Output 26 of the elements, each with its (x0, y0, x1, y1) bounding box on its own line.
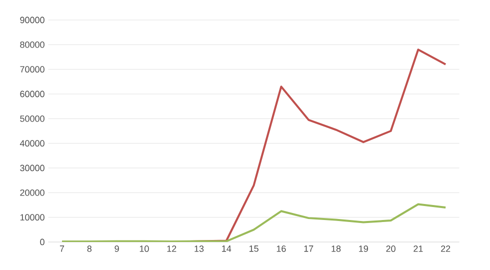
y-tick-label: 40000 (20, 140, 44, 147)
x-tick-label: 12 (167, 246, 176, 252)
x-tick-label: 16 (276, 246, 286, 252)
y-tick-label: 60000 (20, 90, 44, 98)
x-tick-label: 10 (140, 246, 149, 252)
y-tick-label: 0 (40, 238, 44, 246)
x-tick-label: 13 (194, 246, 204, 252)
x-tick-label: 21 (414, 246, 423, 252)
line-series (61, 203, 447, 242)
x-tick-label: 17 (304, 246, 314, 252)
y-tick-label: 20000 (20, 189, 44, 196)
x-tick-label: 15 (249, 246, 258, 252)
x-tick-label: 8 (87, 246, 92, 252)
x-tick-label: 7 (60, 246, 64, 252)
y-tick-label: 70000 (20, 66, 44, 73)
y-tick-label: 30000 (20, 164, 44, 172)
y-tick-label: 90000 (20, 16, 44, 24)
x-tick-label: 20 (386, 246, 396, 252)
y-tick-label: 50000 (20, 115, 44, 122)
x-tick-label: 19 (359, 246, 368, 252)
x-tick-label: 9 (114, 246, 119, 252)
y-tick-label: 80000 (20, 41, 44, 48)
y-tick-label: 10000 (20, 214, 44, 221)
x-tick-label: 22 (441, 246, 450, 252)
x-tick-label: 14 (222, 246, 232, 252)
x-tick-label: 18 (332, 246, 341, 252)
